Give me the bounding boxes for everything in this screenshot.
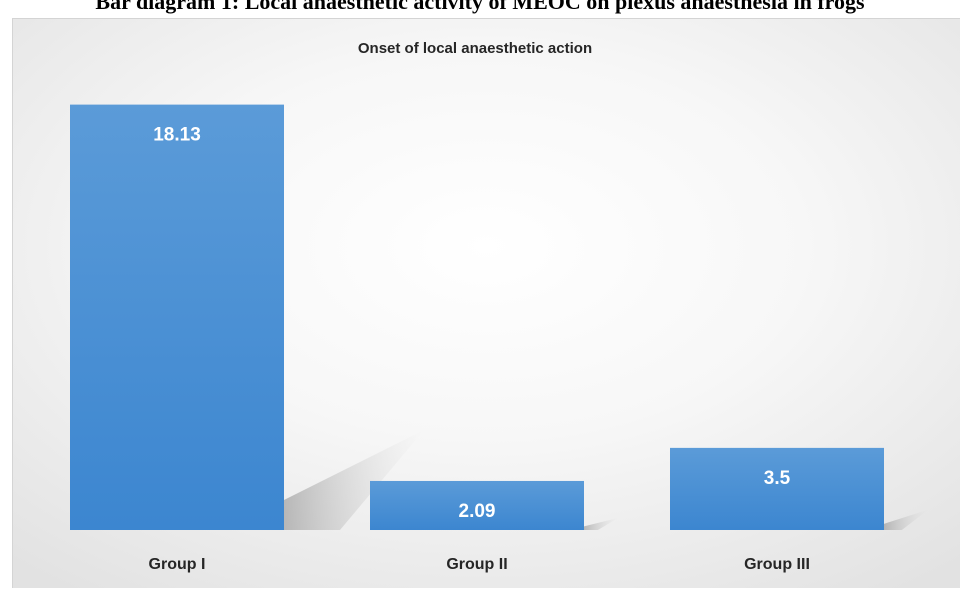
category-label-group-i: Group I <box>149 556 206 573</box>
figure-caption: Bar diagram 1: Local anaesthetic activit… <box>95 0 865 14</box>
bar-shadows <box>284 430 929 530</box>
bar-group-iii <box>670 447 884 530</box>
category-labels-group: Group I Group II Group III <box>149 556 810 573</box>
data-label-group-i: 18.13 <box>153 125 201 146</box>
bars-group <box>70 104 884 531</box>
chart-title: Onset of local anaesthetic action <box>358 40 592 57</box>
bar-shadow-group-iii <box>884 509 929 530</box>
category-label-group-ii: Group II <box>446 556 507 573</box>
chart-panel: Onset of local anaesthetic action 18.13 2… <box>12 18 960 588</box>
bar-shadow-group-i <box>284 430 424 530</box>
bar-group-i <box>70 104 284 531</box>
data-labels-group: 18.13 2.09 3.5 <box>153 125 790 522</box>
bar-chart: Onset of local anaesthetic action 18.13 2… <box>70 40 929 573</box>
bar-group-ii <box>370 480 584 530</box>
bar-shadow-group-ii <box>584 517 619 530</box>
category-label-group-iii: Group III <box>744 556 810 573</box>
data-label-group-iii: 3.5 <box>764 468 791 489</box>
data-label-group-ii: 2.09 <box>459 501 496 522</box>
